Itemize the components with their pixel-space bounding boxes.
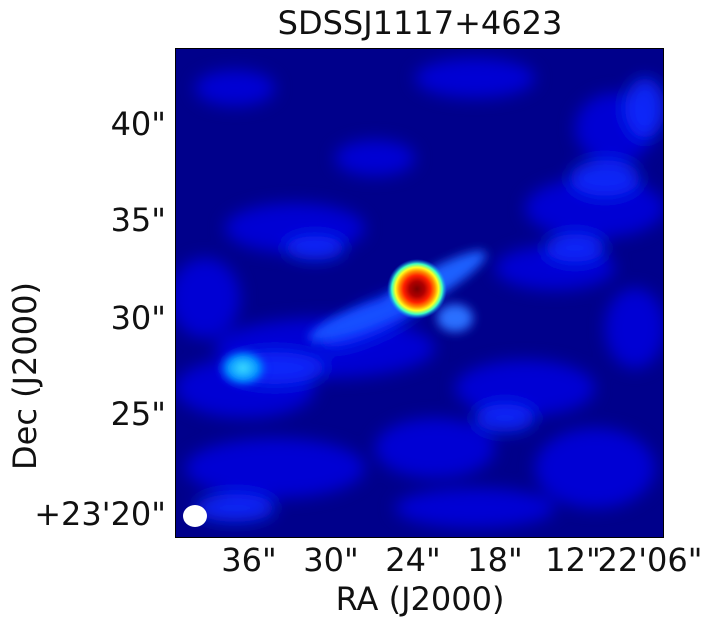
image-title: SDSSJ1117+4623 xyxy=(277,4,563,42)
y-tick-label: 30" xyxy=(110,299,166,337)
beam-ellipse xyxy=(183,505,207,527)
y-axis-label: Dec (J2000) xyxy=(6,282,44,470)
x-tick-label: 30" xyxy=(303,541,359,579)
plot-frame xyxy=(175,48,664,538)
y-tick-label: +23'20" xyxy=(34,495,166,533)
x-tick-label: 22'06" xyxy=(597,541,703,579)
x-tick-label: 12" xyxy=(545,541,601,579)
x-tick-label: 36" xyxy=(221,541,277,579)
y-tick-label: 40" xyxy=(110,105,166,143)
map-svg xyxy=(175,48,664,538)
noise-emission xyxy=(175,58,664,528)
x-tick-label: 18" xyxy=(467,541,523,579)
bright-source xyxy=(387,259,447,319)
emission-knot xyxy=(217,348,269,388)
x-tick-label: 24" xyxy=(385,541,441,579)
x-axis-label: RA (J2000) xyxy=(335,580,505,618)
y-tick-label: 35" xyxy=(110,201,166,239)
radio-map-image xyxy=(175,48,664,538)
y-tick-label: 25" xyxy=(110,395,166,433)
